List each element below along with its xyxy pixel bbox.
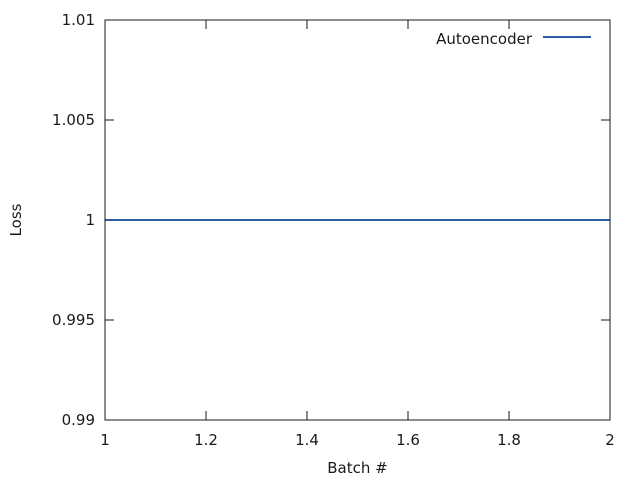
plot-frame [104,19,611,421]
y-tick-label: 0.99 [62,411,95,429]
y-tick-labels: 0.99 0.995 1 1.005 1.01 [52,11,95,429]
x-tick-labels: 1 1.2 1.4 1.6 1.8 2 [100,431,615,449]
y-tick-label: 1 [85,211,95,229]
x-tick-label: 1.6 [396,431,420,449]
legend: Autoencoder [436,30,591,48]
x-tick-label: 2 [605,431,615,449]
y-tick-label: 1.01 [62,11,95,29]
y-tick-label: 0.995 [52,311,95,329]
x-tick-label: 1.2 [194,431,218,449]
x-tick-label: 1.4 [295,431,319,449]
y-tick-label: 1.005 [52,111,95,129]
x-tick-label: 1 [100,431,110,449]
y-axis-label: Loss [7,203,25,236]
legend-label: Autoencoder [436,30,533,48]
x-axis-label: Batch # [327,459,387,477]
x-tick-label: 1.8 [497,431,521,449]
